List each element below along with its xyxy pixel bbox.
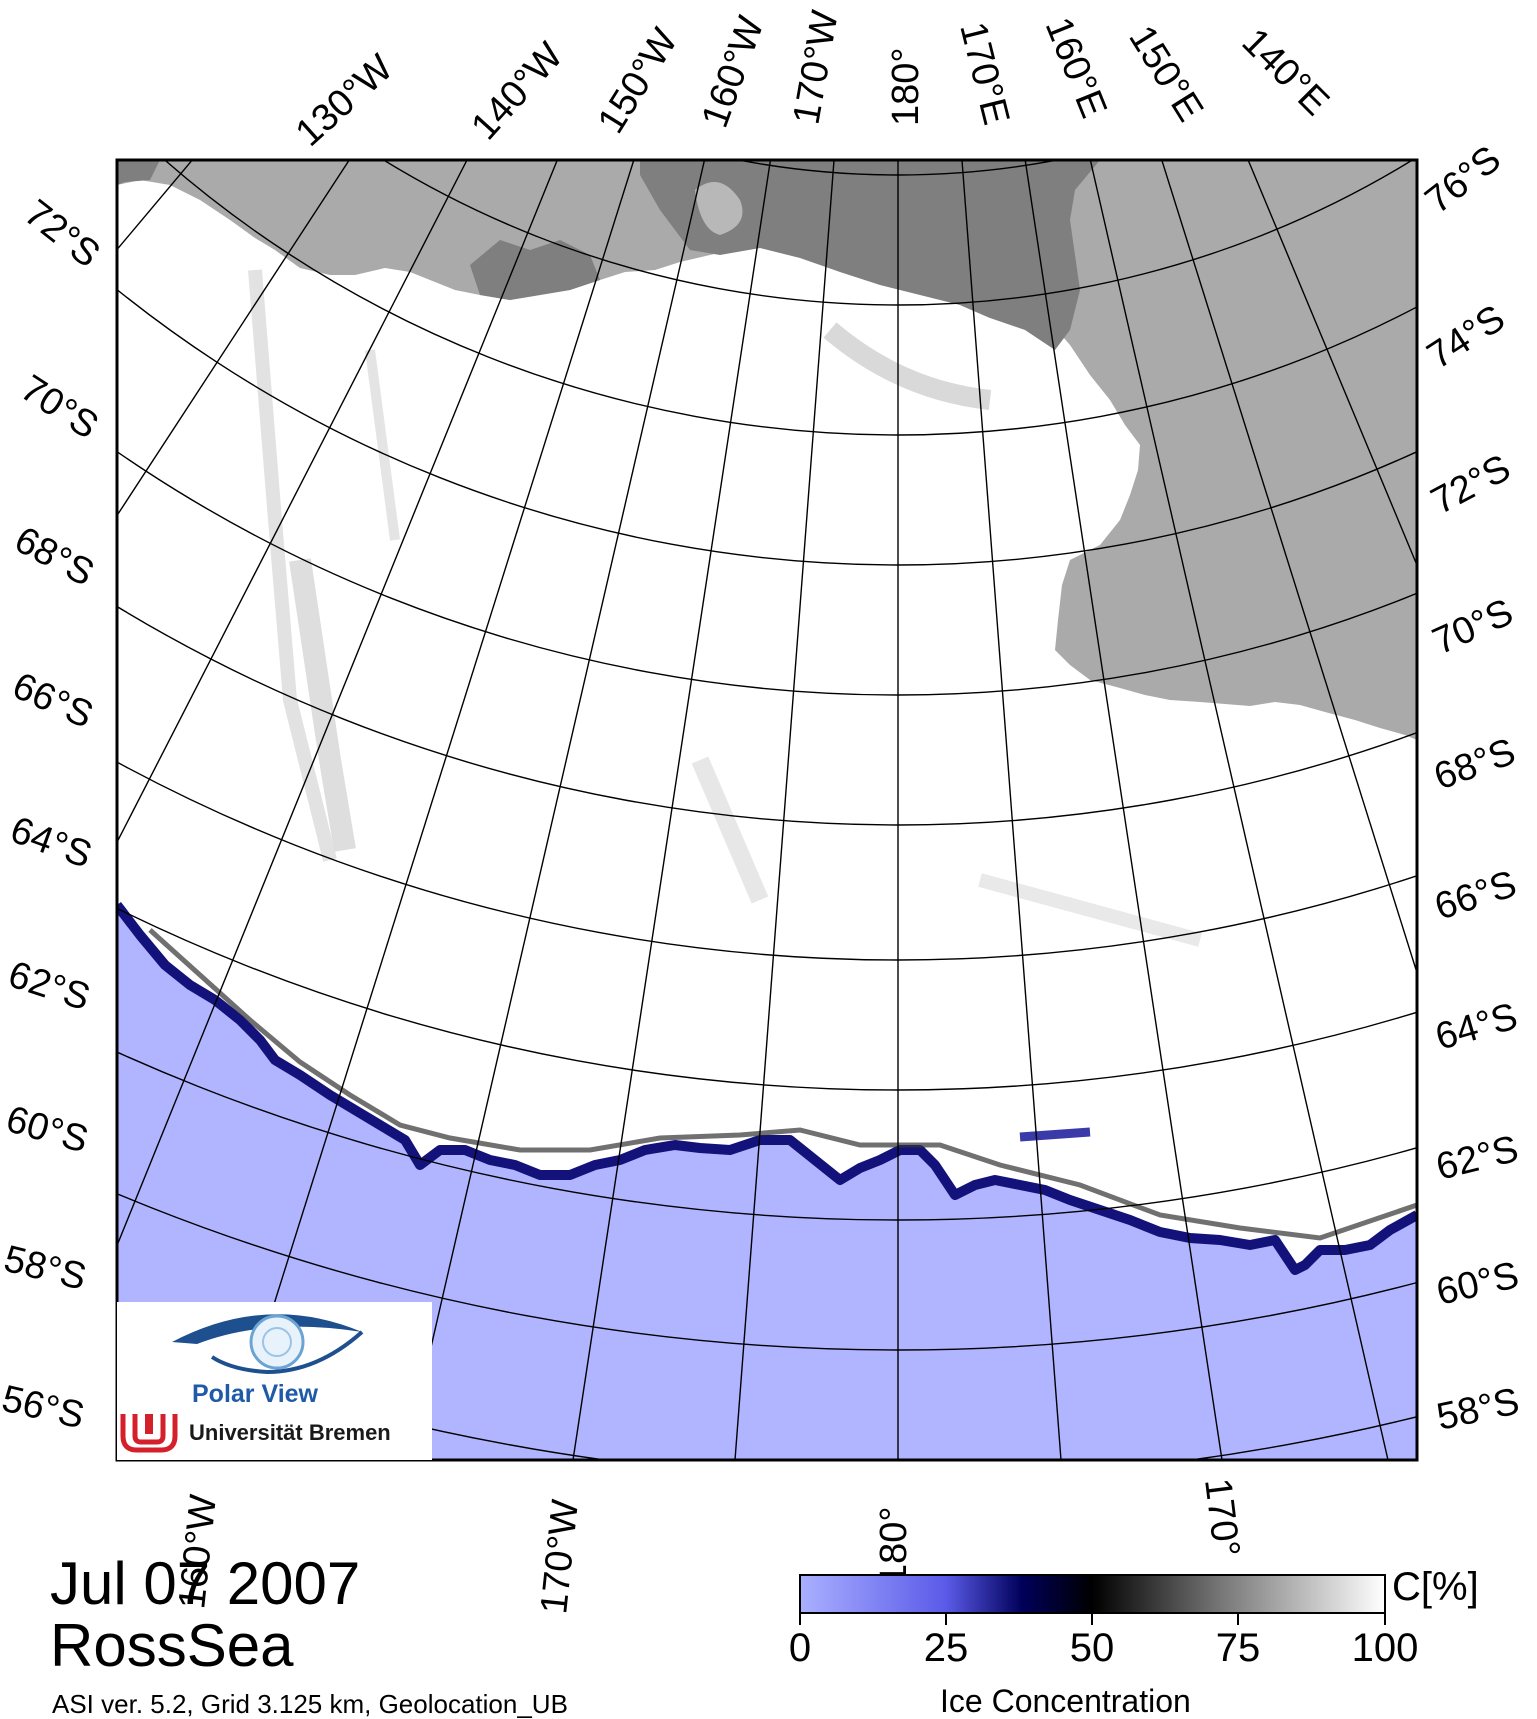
colorbar-unit: C[%] bbox=[1392, 1565, 1479, 1609]
product-metadata: ASI ver. 5.2, Grid 3.125 km, Geolocation… bbox=[52, 1689, 568, 1719]
top-lon-label: 130°W bbox=[288, 47, 401, 155]
colorbar-tick-label: 0 bbox=[788, 1626, 812, 1670]
ice-streamer bbox=[1019, 1127, 1091, 1142]
top-lon-label: 170°W bbox=[786, 7, 847, 127]
left-lat-label: 62°S bbox=[3, 954, 95, 1020]
bottom-lon-label: 180° bbox=[873, 1506, 915, 1585]
colorbar-title: Ice Concentration bbox=[940, 1683, 1191, 1719]
top-lon-label: 140°W bbox=[463, 35, 571, 148]
colorbar bbox=[799, 1574, 1386, 1614]
graticule-meridians bbox=[117, 160, 1417, 1460]
right-lat-label: 76°S bbox=[1418, 138, 1509, 222]
top-longitude-labels: 130°W 140°W 150°W 160°W 170°W 180° 170°E… bbox=[288, 7, 1337, 154]
colorbar-tick-label: 100 bbox=[1351, 1626, 1419, 1670]
top-lon-label: 180° bbox=[885, 47, 927, 126]
colorbar-tick-label: 50 bbox=[1069, 1626, 1115, 1670]
eye-logo-icon bbox=[172, 1314, 364, 1375]
polar-view-logo: Polar View Universität Bremen bbox=[117, 1302, 432, 1460]
map-frame bbox=[115, 158, 1419, 1462]
logo-title: Polar View bbox=[192, 1380, 318, 1408]
bottom-longitude-labels: 160°W 170°W 180° 170° bbox=[171, 1476, 1247, 1616]
right-lat-label: 66°S bbox=[1430, 863, 1522, 929]
ice-edge-inner bbox=[148, 928, 1417, 1241]
university-logo-icon bbox=[120, 1414, 178, 1453]
land-pale-patch bbox=[695, 182, 743, 235]
colorbar-ticks bbox=[799, 1613, 1386, 1625]
left-lat-label: 64°S bbox=[5, 809, 97, 877]
left-latitude-labels: 72°S 70°S 68°S 66°S 64°S 62°S 60°S 58°S … bbox=[0, 192, 108, 1437]
left-lat-label: 56°S bbox=[0, 1378, 88, 1438]
ice-shelf-area-2 bbox=[117, 160, 160, 185]
bottom-lon-label: 170° bbox=[1196, 1476, 1247, 1559]
right-lat-label: 70°S bbox=[1427, 591, 1520, 663]
colorbar-tick-label: 75 bbox=[1215, 1626, 1261, 1670]
map-date: Jul 07 2007 bbox=[50, 1550, 361, 1617]
open-water-area bbox=[117, 905, 1417, 1460]
ice-edge-band bbox=[117, 901, 1417, 1275]
right-lat-label: 62°S bbox=[1432, 1128, 1523, 1189]
right-lat-label: 58°S bbox=[1433, 1381, 1523, 1439]
right-lat-label: 68°S bbox=[1429, 731, 1521, 799]
left-lat-label: 66°S bbox=[6, 665, 99, 737]
top-lon-label: 150°E bbox=[1120, 19, 1211, 129]
top-lon-label: 170°E bbox=[951, 18, 1017, 129]
left-lat-label: 60°S bbox=[2, 1098, 93, 1161]
left-lat-label: 68°S bbox=[8, 519, 101, 595]
map-region: RossSea bbox=[50, 1612, 294, 1679]
bottom-lon-label: 170°W bbox=[533, 1498, 587, 1616]
right-lat-label: 64°S bbox=[1431, 995, 1522, 1058]
right-lat-label: 72°S bbox=[1425, 447, 1518, 523]
right-lat-label: 74°S bbox=[1420, 297, 1512, 377]
left-lat-label: 58°S bbox=[0, 1238, 90, 1299]
land-area bbox=[117, 160, 1417, 740]
top-lon-label: 140°E bbox=[1234, 21, 1337, 124]
top-lon-label: 150°W bbox=[590, 21, 686, 140]
right-latitude-labels: 76°S 74°S 72°S 70°S 68°S 66°S 64°S 62°S … bbox=[1418, 138, 1523, 1439]
logo-subtitle: Universität Bremen bbox=[189, 1420, 391, 1445]
colorbar-tick-label: 25 bbox=[923, 1626, 969, 1670]
land-dark-patch bbox=[470, 240, 600, 300]
left-lat-label: 70°S bbox=[13, 367, 105, 447]
right-lat-label: 60°S bbox=[1433, 1254, 1523, 1314]
ice-shelf-area bbox=[117, 160, 1100, 350]
top-lon-label: 160°E bbox=[1037, 12, 1115, 124]
top-lon-label: 160°W bbox=[694, 11, 773, 133]
left-lat-label: 72°S bbox=[16, 192, 107, 276]
ice-texture bbox=[248, 269, 1202, 947]
